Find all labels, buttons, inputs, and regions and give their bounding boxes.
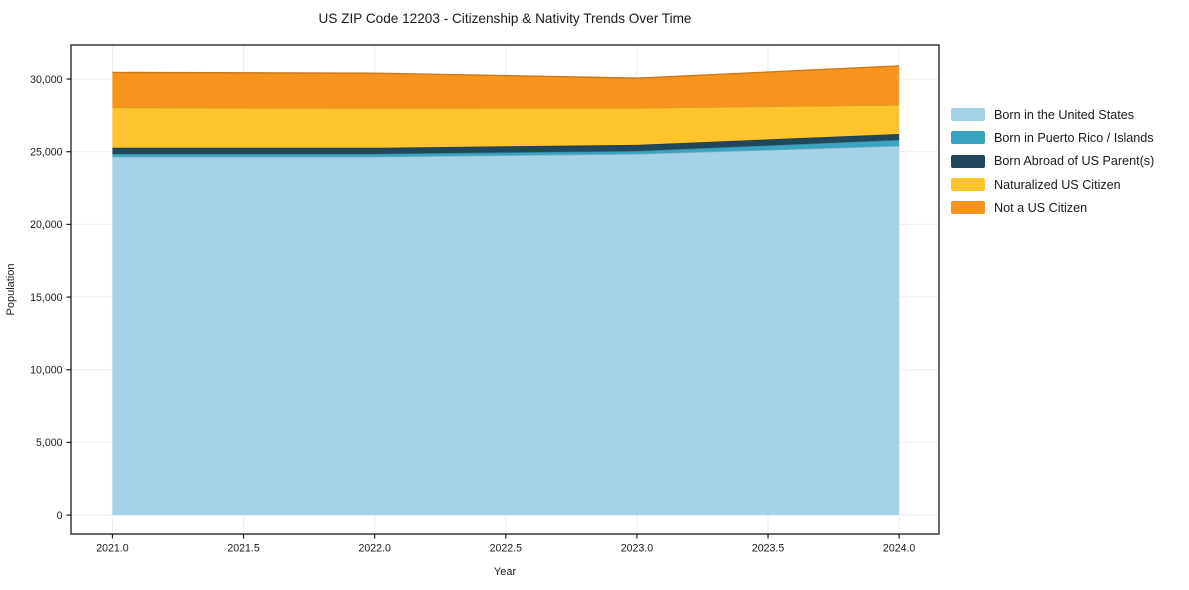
area-series (112, 65, 900, 516)
legend-label: Born Abroad of US Parent(s) (994, 154, 1155, 169)
y-tick-label: 30,000 (30, 74, 63, 86)
legend-label: Born in the United States (994, 107, 1135, 122)
legend-item: Born Abroad of US Parent(s) (951, 150, 1154, 173)
y-tick-label: 25,000 (30, 146, 63, 158)
legend-label: Naturalized US Citizen (994, 177, 1121, 192)
legend-item: Not a US Citizen (951, 196, 1154, 219)
x-tick-label: 2021.0 (96, 543, 129, 555)
legend-item: Naturalized US Citizen (951, 173, 1154, 196)
legend-swatch (951, 178, 985, 192)
x-tick-label: 2023.5 (752, 543, 785, 555)
x-tick-label: 2022.0 (358, 543, 391, 555)
area-band (112, 133, 900, 154)
y-tick-label: 5,000 (36, 437, 63, 449)
x-axis-ticks: 2021.0 2021.5 2022.0 2022.5 2023.0 2023.5 2024… (96, 534, 915, 555)
area-band (112, 145, 900, 516)
area-band (112, 104, 900, 148)
legend-swatch (951, 154, 985, 168)
y-tick-label: 0 (57, 510, 63, 522)
legend-swatch (951, 201, 985, 215)
legend: Born in the United States Born in Puerto… (951, 103, 1154, 219)
chart-title: US ZIP Code 12203 - Citizenship & Nativi… (319, 11, 692, 26)
legend-item: Born in the United States (951, 103, 1154, 126)
legend-item: Born in Puerto Rico / Islands (951, 126, 1154, 149)
y-tick-label: 20,000 (30, 219, 63, 231)
y-tick-label: 10,000 (30, 365, 63, 377)
x-tick-label: 2021.5 (227, 543, 260, 555)
y-axis-ticks: 0 5,000 10,000 15,000 20,000 25,000 30,000 (30, 74, 71, 522)
area-band (112, 139, 900, 157)
legend-swatch (951, 131, 985, 145)
legend-label: Born in Puerto Rico / Islands (994, 130, 1154, 145)
area-edge (112, 65, 900, 79)
legend-swatch (951, 108, 985, 122)
area-band (112, 65, 900, 109)
plot-border (70, 44, 940, 535)
legend-label: Not a US Citizen (994, 200, 1088, 215)
x-tick-label: 2023.0 (621, 543, 654, 555)
x-axis-label: Year (494, 566, 517, 578)
y-axis-label: Population (5, 264, 17, 316)
x-tick-label: 2022.5 (490, 543, 523, 555)
x-tick-label: 2024.0 (883, 543, 916, 555)
y-tick-label: 15,000 (30, 292, 63, 304)
